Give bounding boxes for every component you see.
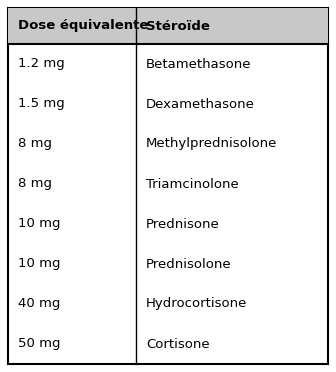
Text: 1.5 mg: 1.5 mg xyxy=(18,97,65,110)
Text: 10 mg: 10 mg xyxy=(18,257,60,270)
Text: Cortisone: Cortisone xyxy=(146,337,210,350)
Text: Stéroïde: Stéroïde xyxy=(146,19,210,32)
Text: Betamethasone: Betamethasone xyxy=(146,58,252,71)
Text: 10 mg: 10 mg xyxy=(18,218,60,231)
Text: Prednisone: Prednisone xyxy=(146,218,220,231)
Text: Dose équivalente: Dose équivalente xyxy=(18,19,149,32)
Text: 8 mg: 8 mg xyxy=(18,138,52,151)
Text: Triamcinolone: Triamcinolone xyxy=(146,177,239,190)
Bar xyxy=(8,8,328,44)
Text: Methylprednisolone: Methylprednisolone xyxy=(146,138,278,151)
Text: Dexamethasone: Dexamethasone xyxy=(146,97,255,110)
Text: Prednisolone: Prednisolone xyxy=(146,257,232,270)
Text: 8 mg: 8 mg xyxy=(18,177,52,190)
Text: 1.2 mg: 1.2 mg xyxy=(18,58,65,71)
Text: 50 mg: 50 mg xyxy=(18,337,60,350)
Text: 40 mg: 40 mg xyxy=(18,298,60,311)
Text: Hydrocortisone: Hydrocortisone xyxy=(146,298,247,311)
